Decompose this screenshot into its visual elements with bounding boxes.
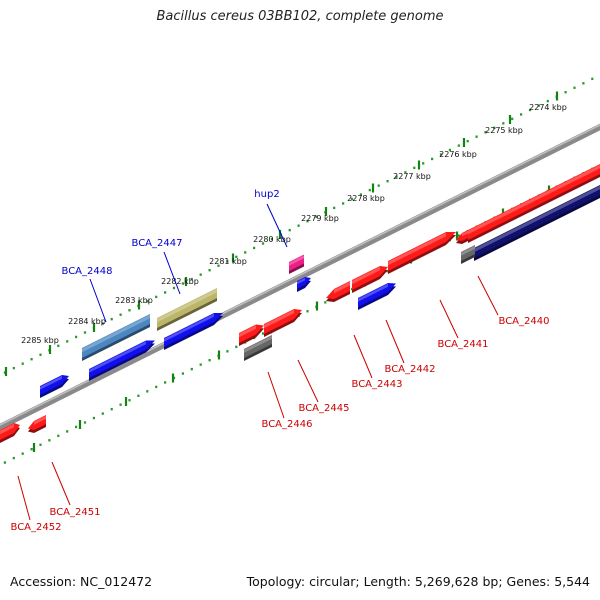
olive-2447-gene[interactable] bbox=[157, 288, 217, 331]
blue-2448-lower-highlight bbox=[89, 341, 146, 373]
blue-2442-body bbox=[358, 283, 396, 307]
magenta-hup2-highlight bbox=[289, 255, 304, 266]
gene-leader-line bbox=[439, 299, 459, 339]
red-2441-body bbox=[388, 232, 456, 271]
accession-text: Accession: NC_012472 bbox=[10, 574, 153, 589]
ruler-label: 2277 kbp bbox=[393, 172, 431, 181]
blue-2448-lower-body bbox=[89, 340, 155, 378]
gene-leader-line bbox=[51, 461, 71, 506]
blue-2449-gene[interactable] bbox=[40, 375, 69, 398]
red-2443-highlight bbox=[352, 266, 380, 285]
blue-2449-body bbox=[40, 375, 69, 395]
steelblue-2448-gene[interactable] bbox=[82, 314, 150, 361]
gene-leader-line bbox=[163, 251, 181, 295]
long-red-1-gene[interactable] bbox=[468, 164, 600, 243]
red-2451-gene[interactable] bbox=[28, 415, 46, 433]
gene-leader-line bbox=[267, 371, 285, 419]
blue-2442-highlight bbox=[358, 283, 388, 302]
gene-track[interactable] bbox=[0, 164, 600, 445]
blue-2448-lower-gene[interactable] bbox=[89, 340, 155, 382]
gene-leader-line bbox=[385, 319, 405, 364]
gene-leader-line bbox=[17, 475, 31, 521]
backbone-line bbox=[0, 123, 600, 431]
olive-2447-highlight bbox=[157, 288, 217, 323]
gene-label[interactable]: hup2 bbox=[254, 189, 279, 200]
genome-summary-text: Topology: circular; Length: 5,269,628 bp… bbox=[246, 574, 590, 589]
red-2445-highlight bbox=[264, 309, 294, 329]
ruler-label: 2274 kbp bbox=[529, 103, 567, 112]
gene-label[interactable]: BCA_2446 bbox=[262, 419, 313, 430]
gene-label[interactable]: BCA_2445 bbox=[299, 403, 350, 414]
red-2440-pointer-gene[interactable] bbox=[456, 230, 468, 244]
ruler-label: 2281 kbp bbox=[209, 257, 247, 266]
ruler-label: 2280 kbp bbox=[253, 235, 291, 244]
page-title: Bacillus cereus 03BB102, complete genome bbox=[156, 9, 444, 24]
ruler-label: 2275 kbp bbox=[485, 126, 523, 135]
gene-label[interactable]: BCA_2442 bbox=[385, 364, 436, 375]
red-small-2446-body bbox=[239, 324, 264, 343]
genome-backbone bbox=[0, 123, 600, 431]
ruler-label: 2283 kbp bbox=[115, 296, 153, 305]
navy-long-gene[interactable] bbox=[474, 185, 600, 261]
gray-2440-highlight bbox=[461, 245, 475, 256]
red-2441-gene[interactable] bbox=[388, 232, 456, 274]
blue-hup2-lower-body bbox=[297, 277, 311, 289]
ruler-label: 2282 kbp bbox=[161, 277, 199, 286]
ruler-label: 2278 kbp bbox=[347, 194, 385, 203]
ruler-label: 2284 kbp bbox=[68, 317, 106, 326]
red-2444-gene[interactable] bbox=[326, 281, 350, 302]
red-2443-gene[interactable] bbox=[352, 266, 388, 293]
blue-hup2-lower-highlight bbox=[297, 277, 305, 285]
blue-2447-lower-highlight bbox=[164, 313, 214, 342]
red-2445-body bbox=[264, 309, 302, 334]
gray-2440-gene[interactable] bbox=[461, 245, 475, 264]
gene-leader-line bbox=[477, 275, 499, 316]
gene-label[interactable]: BCA_2441 bbox=[438, 339, 489, 350]
gray-2446-highlight bbox=[244, 335, 272, 353]
gene-label[interactable]: BCA_2451 bbox=[50, 507, 101, 518]
gene-labels: hup2 BCA_2447 BCA_2448 BCA_2440 BCA_2441 BCA_… bbox=[11, 189, 550, 533]
gray-2446-gene[interactable] bbox=[244, 335, 272, 361]
ruler-label: 2285 kbp bbox=[21, 336, 59, 345]
navy-long-highlight bbox=[474, 185, 600, 253]
steelblue-2448-highlight bbox=[82, 314, 150, 353]
gene-label[interactable]: BCA_2440 bbox=[499, 316, 550, 327]
red-2445-gene[interactable] bbox=[264, 309, 302, 337]
red-2452-gene[interactable] bbox=[0, 423, 20, 445]
gene-label[interactable]: BCA_2447 bbox=[132, 238, 183, 249]
gene-leader-line bbox=[89, 278, 107, 323]
red-2451-highlight bbox=[34, 415, 46, 425]
gene-label[interactable]: BCA_2452 bbox=[11, 522, 62, 533]
red-2441-highlight bbox=[388, 232, 446, 266]
red-2440-pointer-highlight bbox=[462, 230, 468, 237]
blue-hup2-lower-gene[interactable] bbox=[297, 277, 311, 292]
upper-ruler: 2274 kbp 2275 kbp 2276 kbp 2277 kbp 2278 kbp… bbox=[3, 77, 594, 376]
blue-2442-gene[interactable] bbox=[358, 283, 396, 310]
ruler-label: 2279 kbp bbox=[301, 214, 339, 223]
backbone-highlight bbox=[0, 124, 600, 426]
red-2452-highlight bbox=[0, 423, 14, 435]
gene-leader-line bbox=[266, 203, 288, 248]
blue-2447-lower-gene[interactable] bbox=[164, 313, 223, 350]
red-2452-body bbox=[0, 423, 20, 440]
red-2443-body bbox=[352, 266, 388, 290]
red-small-2446-highlight bbox=[239, 325, 256, 338]
gene-label[interactable]: BCA_2448 bbox=[62, 266, 113, 277]
red-2444-highlight bbox=[334, 281, 350, 294]
gene-leader-line bbox=[297, 359, 319, 403]
gene-leader-line bbox=[353, 334, 373, 379]
ruler-label: 2276 kbp bbox=[439, 150, 477, 159]
blue-2449-highlight bbox=[40, 375, 62, 390]
long-red-1-highlight bbox=[468, 164, 600, 235]
blue-2447-lower-body bbox=[164, 313, 223, 347]
magenta-hup2-gene[interactable] bbox=[289, 254, 304, 275]
red-small-2446-gene[interactable] bbox=[239, 324, 264, 347]
gene-label[interactable]: BCA_2443 bbox=[352, 379, 403, 390]
